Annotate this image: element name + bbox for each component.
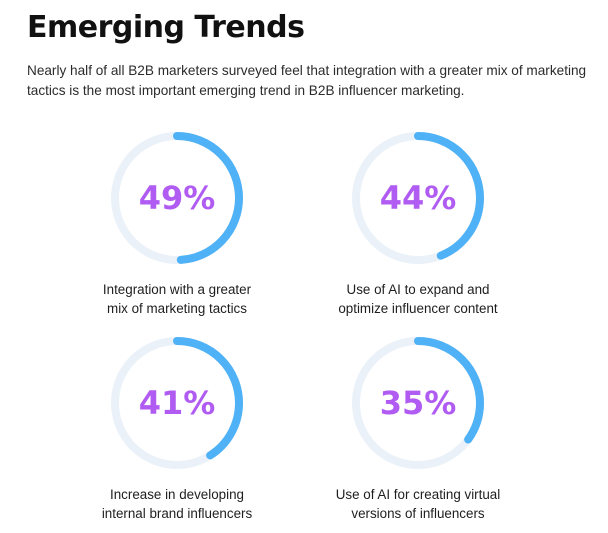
progress-ring: 44% bbox=[348, 128, 488, 268]
progress-ring: 35% bbox=[348, 333, 488, 473]
stat-label-line: versions of influencers bbox=[351, 506, 485, 521]
progress-ring-graphic bbox=[111, 337, 243, 469]
stat-label-line: Use of AI to expand and bbox=[346, 282, 490, 297]
percent-value: 44% bbox=[379, 179, 457, 217]
ring-fill bbox=[111, 337, 243, 469]
progress-ring-graphic bbox=[111, 132, 243, 264]
stat-label-line: Integration with a greater bbox=[102, 282, 252, 297]
stat-label: Use of AI for creating virtual versions … bbox=[298, 485, 538, 523]
progress-ring: 41% bbox=[107, 333, 247, 473]
stat-label-line: Use of AI for creating virtual bbox=[335, 487, 501, 502]
ring-fill bbox=[111, 132, 243, 264]
percent-value: 41% bbox=[138, 384, 216, 422]
percent-value: 49% bbox=[138, 179, 216, 217]
stat-label-line: optimize influencer content bbox=[338, 301, 498, 316]
page-title: Emerging Trends bbox=[27, 10, 305, 45]
progress-ring-graphic bbox=[352, 337, 484, 469]
page-subtitle: Nearly half of all B2B marketers surveye… bbox=[27, 63, 587, 98]
ring-fill bbox=[352, 337, 484, 469]
percent-value: 35% bbox=[379, 384, 457, 422]
stat-label: Integration with a greater mix of market… bbox=[57, 280, 297, 318]
ring-fill bbox=[352, 132, 484, 264]
progress-ring: 49% bbox=[107, 128, 247, 268]
stat-label-line: Increase in developing bbox=[110, 487, 244, 502]
progress-ring-graphic bbox=[352, 132, 484, 264]
stat-label-line: mix of marketing tactics bbox=[107, 301, 247, 316]
stat-label: Use of AI to expand and optimize influen… bbox=[298, 280, 538, 318]
stat-label-line: internal brand influencers bbox=[101, 506, 253, 521]
stat-label: Increase in developing internal brand in… bbox=[57, 485, 297, 523]
